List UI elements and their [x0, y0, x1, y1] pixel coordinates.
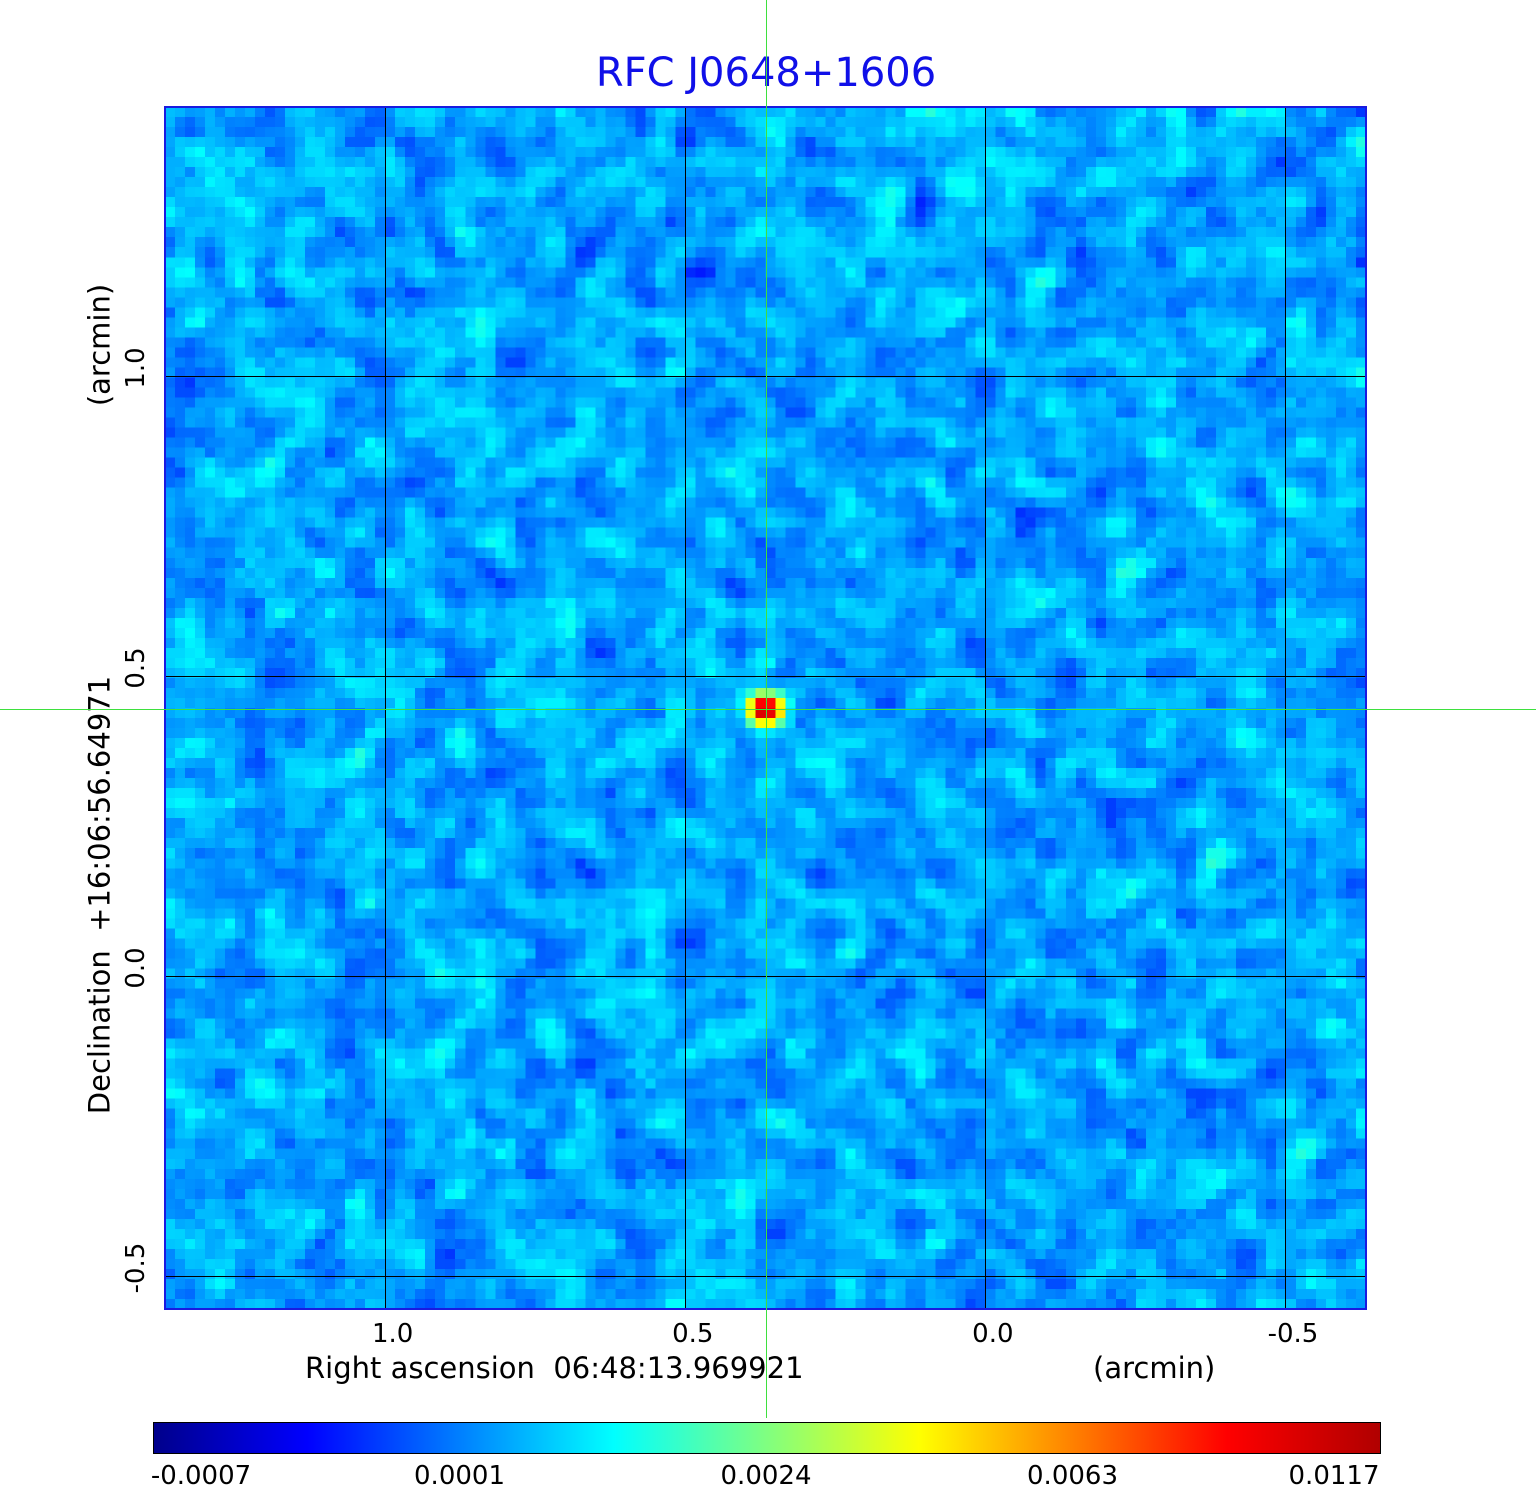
x-tick-label: -0.5	[1267, 1319, 1319, 1349]
colorbar-tick-label: 0.0117	[1288, 1461, 1380, 1491]
colorbar-tick-label: 0.0063	[1027, 1461, 1118, 1491]
grid-line-x	[1285, 107, 1286, 1309]
grid-line-y	[165, 376, 1366, 377]
y-axis-label: Declination +16:06:56.64971	[82, 675, 117, 1115]
chart-title: RFC J0648+1606	[595, 50, 937, 96]
crosshair-horizontal	[0, 709, 1536, 710]
y-tick-label: 0.0	[121, 947, 151, 989]
grid-line-y	[165, 676, 1366, 677]
x-tick-label: 1.0	[371, 1319, 414, 1349]
plot-frame	[164, 106, 1367, 1310]
colorbar-tick-label: 0.0001	[414, 1461, 505, 1491]
y-tick-label: 0.5	[121, 647, 151, 689]
x-axis-unit: (arcmin)	[1093, 1351, 1216, 1385]
grid-line-x	[385, 107, 386, 1309]
x-tick-label: 0.0	[972, 1319, 1014, 1349]
grid-line-x	[685, 107, 686, 1309]
colorbar	[153, 1422, 1381, 1454]
colorbar-tick-label: -0.0007	[150, 1461, 252, 1491]
grid-line-y	[165, 976, 1366, 977]
y-tick-label: 1.0	[121, 347, 151, 389]
y-tick-label: -0.5	[121, 1242, 151, 1294]
colorbar-tick-label: 0.0024	[720, 1461, 812, 1491]
y-axis-unit: (arcmin)	[82, 283, 117, 407]
grid-line-x	[985, 107, 986, 1309]
x-tick-label: 0.5	[672, 1319, 714, 1349]
x-axis-label: Right ascension 06:48:13.969921	[305, 1351, 804, 1385]
grid-line-y	[165, 1276, 1366, 1277]
image-heatmap[interactable]	[165, 107, 1366, 1309]
